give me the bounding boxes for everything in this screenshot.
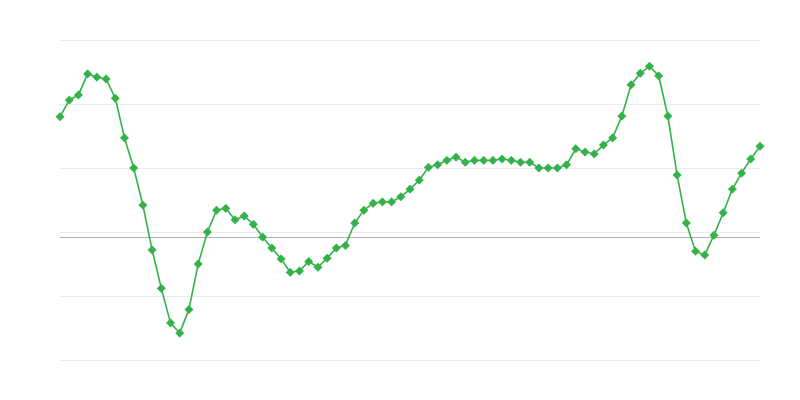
data-point	[525, 157, 535, 167]
data-point	[285, 267, 295, 277]
data-point	[359, 205, 369, 215]
data-point	[608, 133, 618, 143]
data-point	[746, 154, 756, 164]
data-point	[175, 328, 185, 338]
data-point	[341, 240, 351, 250]
data-point	[663, 111, 673, 121]
data-point	[304, 256, 314, 266]
data-point	[267, 243, 277, 253]
data-point	[580, 147, 590, 157]
data-point	[506, 155, 516, 165]
gridlines	[60, 40, 760, 361]
data-point	[193, 259, 203, 269]
series-group	[55, 61, 765, 338]
data-point	[119, 133, 129, 143]
data-point	[626, 80, 636, 90]
data-point	[230, 215, 240, 225]
data-point	[64, 95, 74, 105]
data-point	[709, 230, 719, 240]
data-point	[479, 155, 489, 165]
data-point	[414, 175, 424, 185]
data-point	[294, 266, 304, 276]
data-point	[433, 160, 443, 170]
data-point	[654, 71, 664, 81]
data-point	[156, 283, 166, 293]
data-point	[635, 68, 645, 78]
data-point	[589, 149, 599, 159]
data-point	[276, 254, 286, 264]
data-point	[405, 184, 415, 194]
series-line	[59, 65, 761, 335]
data-point	[258, 232, 268, 242]
data-point	[396, 192, 406, 202]
data-point	[138, 200, 148, 210]
data-point	[727, 184, 737, 194]
data-point	[700, 250, 710, 260]
data-point	[681, 218, 691, 228]
data-point	[147, 245, 157, 255]
data-point	[129, 163, 139, 173]
data-point	[92, 72, 102, 82]
data-point	[543, 163, 553, 173]
data-point	[562, 160, 572, 170]
data-point	[442, 155, 452, 165]
data-point	[451, 152, 461, 162]
data-point	[368, 198, 378, 208]
data-point	[571, 144, 581, 154]
data-point	[552, 163, 562, 173]
data-point	[313, 262, 323, 272]
data-point	[55, 112, 65, 122]
data-point	[202, 227, 212, 237]
data-point	[617, 111, 627, 121]
data-point	[423, 162, 433, 172]
data-point	[691, 246, 701, 256]
data-point	[331, 243, 341, 253]
data-point	[534, 163, 544, 173]
data-point	[73, 90, 83, 100]
data-point	[718, 208, 728, 218]
data-point	[460, 157, 470, 167]
data-point	[387, 197, 397, 207]
data-point	[221, 203, 231, 213]
data-point	[101, 74, 111, 84]
data-point	[644, 61, 654, 71]
data-point	[497, 154, 507, 164]
data-point	[350, 218, 360, 228]
data-point	[239, 211, 249, 221]
data-point	[377, 197, 387, 207]
data-point	[488, 155, 498, 165]
data-point	[598, 140, 608, 150]
data-point	[516, 157, 526, 167]
data-point	[110, 93, 120, 103]
data-point	[248, 219, 258, 229]
data-point	[83, 69, 93, 79]
data-point	[672, 170, 682, 180]
data-point	[755, 141, 765, 151]
data-point	[212, 205, 222, 215]
data-point	[469, 155, 479, 165]
data-point	[166, 318, 176, 328]
data-point	[184, 304, 194, 314]
data-point	[322, 253, 332, 263]
data-point	[737, 168, 747, 178]
